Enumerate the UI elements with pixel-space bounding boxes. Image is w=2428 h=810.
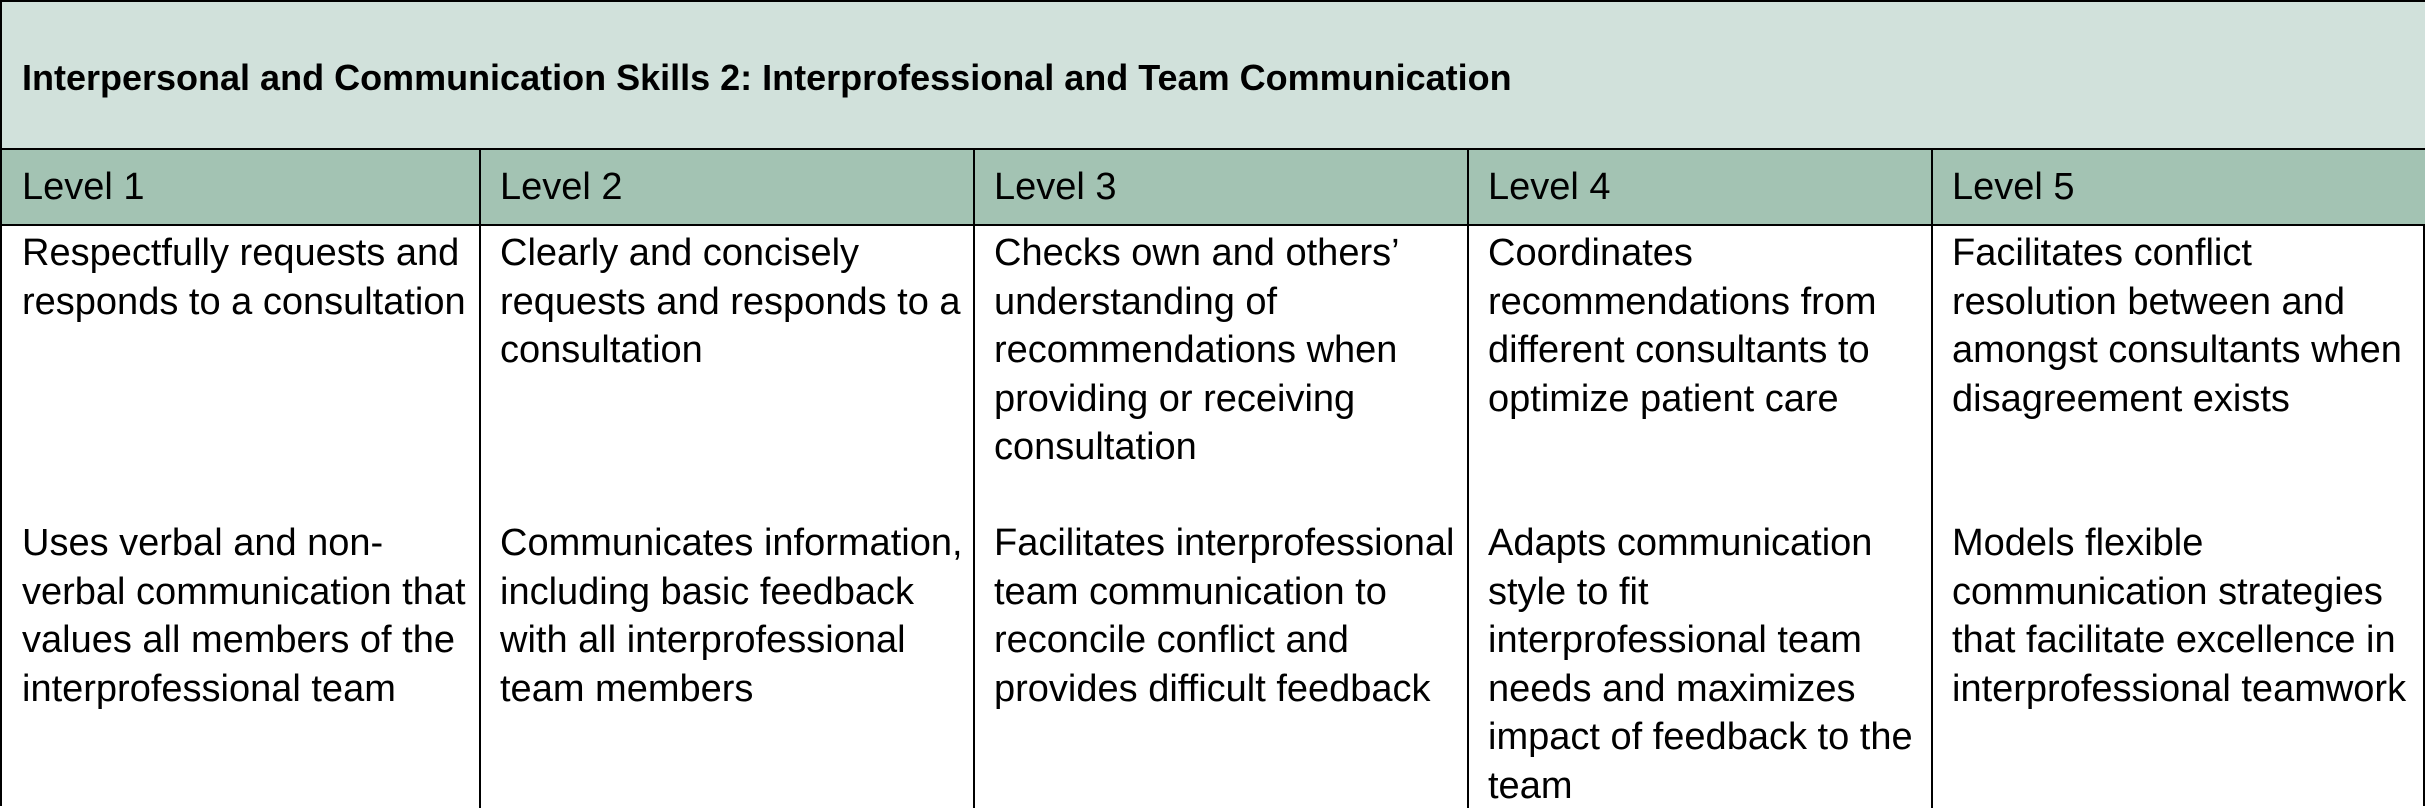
column-divider: [973, 150, 975, 808]
column-divider: [1467, 150, 1469, 808]
row-2-level-4-cell: Adapts communication style to fit interp…: [1488, 522, 1913, 807]
row-1-level-3-cell: Checks own and others’ understanding of …: [994, 232, 1399, 468]
level-5-header: Level 5: [1952, 166, 2075, 208]
column-divider: [1931, 150, 1933, 808]
table-title: Interpersonal and Communication Skills 2…: [22, 57, 1512, 98]
row-1-level-1-cell: Respectfully requests and responds to a …: [22, 232, 466, 323]
row-2-level-1-cell: Uses verbal and non-verbal communication…: [22, 522, 466, 710]
row-2-level-3-cell: Facilitates interprofessional team commu…: [994, 522, 1455, 710]
level-header-row: Level 1 Level 2 Level 3 Level 4 Level 5: [2, 150, 2425, 226]
row-1-level-4-cell: Coordinates recommendations from differe…: [1488, 232, 1877, 420]
level-3-header: Level 3: [994, 166, 1117, 208]
row-1-level-5-cell: Facilitates conflict resolution between …: [1952, 232, 2402, 420]
level-4-header: Level 4: [1488, 166, 1611, 208]
milestone-body: Respectfully requests and responds to a …: [2, 226, 2425, 808]
column-divider: [479, 150, 481, 808]
title-row: Interpersonal and Communication Skills 2…: [2, 2, 2425, 150]
row-1-level-2-cell: Clearly and concisely requests and respo…: [500, 232, 961, 371]
level-1-header: Level 1: [22, 166, 145, 208]
row-2-level-2-cell: Communicates information, including basi…: [500, 522, 963, 710]
level-2-header: Level 2: [500, 166, 623, 208]
row-2-level-5-cell: Models flexible communication strategies…: [1952, 522, 2407, 710]
